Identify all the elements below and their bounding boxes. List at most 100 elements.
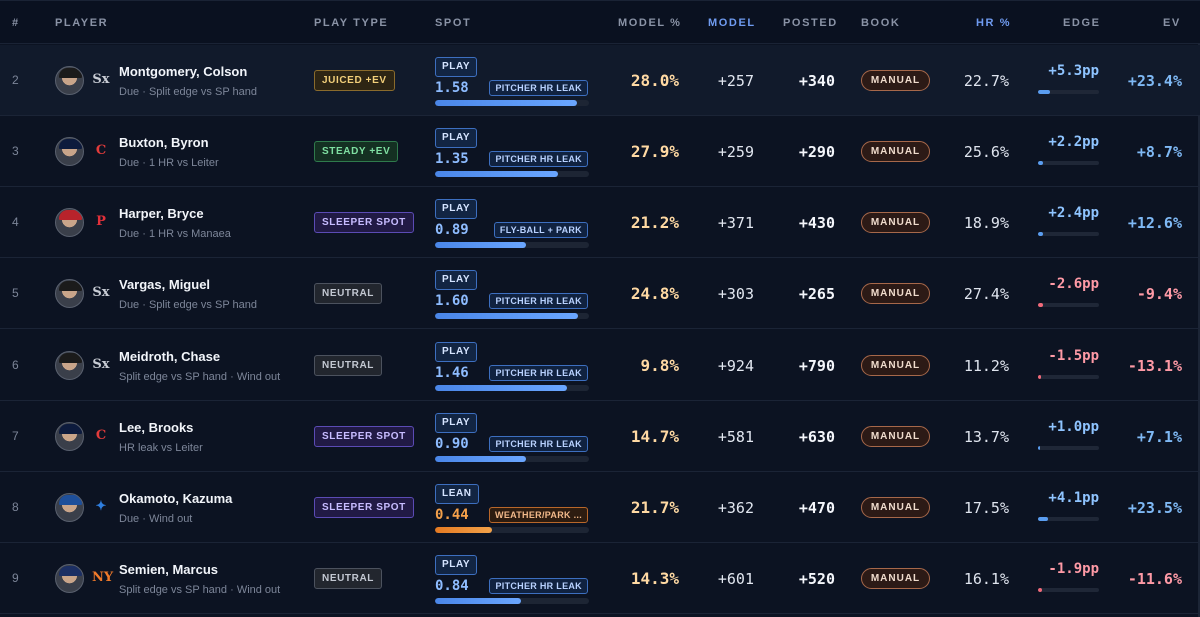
player-avatar [55, 422, 84, 451]
player-name[interactable]: Vargas, Miguel [119, 277, 211, 292]
hr-percent: 22.7% [963, 72, 1009, 90]
book-button[interactable]: MANUAL [861, 426, 930, 447]
spot-reason-tag: PITCHER HR LEAK [489, 151, 588, 167]
play-type-badge: SLEEPER SPOT [314, 212, 414, 233]
edge-bar [1038, 90, 1099, 94]
ev-value: +12.6% [1127, 214, 1182, 232]
spot-score: 0.84 [435, 578, 469, 594]
twins-logo-icon: C [95, 428, 107, 443]
edge-fill [1038, 161, 1043, 165]
play-type-badge: STEADY +EV [314, 141, 399, 162]
edge-bar [1038, 303, 1099, 307]
row-rank: 9 [12, 571, 19, 585]
book-button[interactable]: MANUAL [861, 497, 930, 518]
spot-strength-fill [435, 598, 522, 604]
edge-bar [1038, 517, 1099, 521]
player-note: Due · 1 HR vs Manaea [119, 228, 231, 240]
spot-tag: PLAY [435, 270, 478, 290]
spot-strength-fill [435, 385, 568, 391]
header-player[interactable]: PLAYER [55, 17, 109, 29]
player-avatar [55, 351, 84, 380]
edge-fill [1038, 446, 1040, 450]
header-rank[interactable]: # [12, 17, 20, 29]
ev-value: -11.6% [1127, 570, 1182, 588]
header-model[interactable]: MODEL [708, 17, 756, 29]
edge-value: +2.4pp [1048, 205, 1099, 221]
ev-value: -9.4% [1136, 285, 1182, 303]
model-odds: +257 [717, 72, 754, 90]
book-button[interactable]: MANUAL [861, 141, 930, 162]
header-book[interactable]: BOOK [861, 17, 901, 29]
player-avatar [55, 493, 84, 522]
spot-reason-tag: PITCHER HR LEAK [489, 293, 588, 309]
player-name[interactable]: Okamoto, Kazuma [119, 491, 233, 506]
posted-odds: +630 [798, 428, 835, 446]
spot-tag: PLAY [435, 199, 478, 219]
spot-score: 1.35 [435, 151, 469, 167]
model-odds: +924 [717, 357, 754, 375]
book-button[interactable]: MANUAL [861, 355, 930, 376]
edge-fill [1038, 375, 1042, 379]
table-row[interactable]: 9 NY Semien, Marcus Split edge vs SP han… [0, 543, 1200, 614]
player-name[interactable]: Meidroth, Chase [119, 349, 221, 364]
play-type-badge: SLEEPER SPOT [314, 497, 414, 518]
model-odds: +259 [717, 143, 754, 161]
player-name[interactable]: Lee, Brooks [119, 420, 194, 435]
book-button[interactable]: MANUAL [861, 212, 930, 233]
model-percent: 21.2% [630, 213, 679, 232]
table-row[interactable]: 5 Sx Vargas, Miguel Due · Split edge vs … [0, 258, 1200, 329]
spot-strength-bar [435, 456, 589, 462]
player-name[interactable]: Montgomery, Colson [119, 64, 248, 79]
edge-value: -1.9pp [1048, 561, 1099, 577]
player-name[interactable]: Semien, Marcus [119, 562, 218, 577]
spot-strength-bar [435, 242, 589, 248]
player-name[interactable]: Buxton, Byron [119, 135, 209, 150]
spot-strength-bar [435, 313, 589, 319]
spot-score: 0.90 [435, 436, 469, 452]
header-ev[interactable]: EV [1163, 17, 1181, 29]
book-button[interactable]: MANUAL [861, 283, 930, 304]
player-note: Due · Wind out [119, 513, 193, 525]
spot-score: 1.60 [435, 293, 469, 309]
header-posted[interactable]: POSTED [783, 17, 838, 29]
spot-reason-tag: PITCHER HR LEAK [489, 436, 588, 452]
player-avatar [55, 66, 84, 95]
player-name[interactable]: Harper, Bryce [119, 206, 204, 221]
spot-reason-tag: WEATHER/PARK ... [489, 507, 588, 523]
posted-odds: +340 [798, 72, 835, 90]
spot-tag: LEAN [435, 484, 479, 504]
table-row[interactable]: 2 Sx Montgomery, Colson Due · Split edge… [0, 45, 1200, 116]
edge-bar [1038, 161, 1099, 165]
spot-tag: PLAY [435, 57, 478, 77]
row-rank: 6 [12, 358, 19, 372]
spot-strength-fill [435, 171, 559, 177]
player-avatar [55, 279, 84, 308]
hr-percent: 11.2% [963, 357, 1009, 375]
header-spot[interactable]: SPOT [435, 17, 472, 29]
book-button[interactable]: MANUAL [861, 568, 930, 589]
edge-bar [1038, 446, 1099, 450]
table-row[interactable]: 4 P Harper, Bryce Due · 1 HR vs Manaea S… [0, 187, 1200, 258]
header-hr-pct[interactable]: HR % [976, 17, 1012, 29]
header-edge[interactable]: EDGE [1063, 17, 1101, 29]
spot-strength-bar [435, 385, 589, 391]
header-model-pct[interactable]: MODEL % [618, 17, 682, 29]
play-type-badge: NEUTRAL [314, 355, 382, 376]
posted-odds: +290 [798, 143, 835, 161]
table-row[interactable]: 8 ✦ Okamoto, Kazuma Due · Wind out SLEEP… [0, 472, 1200, 543]
table-row[interactable]: 3 C Buxton, Byron Due · 1 HR vs Leiter S… [0, 116, 1200, 187]
spot-tag: PLAY [435, 342, 478, 362]
book-button[interactable]: MANUAL [861, 70, 930, 91]
model-odds: +601 [717, 570, 754, 588]
edge-value: -2.6pp [1048, 276, 1099, 292]
hr-percent: 25.6% [963, 143, 1009, 161]
spot-tag: PLAY [435, 413, 478, 433]
table-row[interactable]: 6 Sx Meidroth, Chase Split edge vs SP ha… [0, 330, 1200, 401]
row-rank: 3 [12, 144, 19, 158]
header-play-type[interactable]: PLAY TYPE [314, 17, 389, 29]
edge-value: +2.2pp [1048, 134, 1099, 150]
row-rank: 2 [12, 73, 19, 87]
model-odds: +581 [717, 428, 754, 446]
table-row[interactable]: 7 C Lee, Brooks HR leak vs Leiter SLEEPE… [0, 401, 1200, 472]
ev-value: +23.4% [1127, 72, 1182, 90]
